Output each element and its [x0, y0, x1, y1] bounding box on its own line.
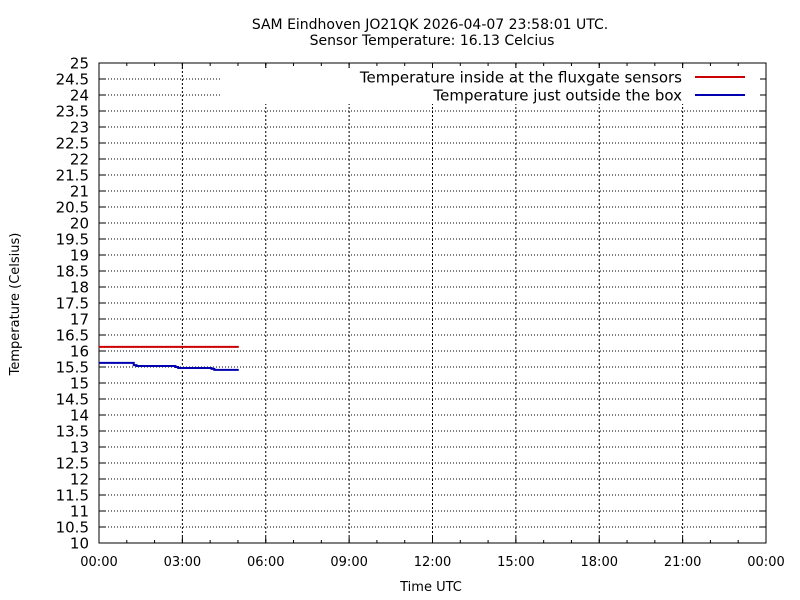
y-tick-label: 18.5: [56, 263, 89, 281]
x-tick-label: 18:00: [581, 555, 618, 570]
y-tick-label: 22: [70, 151, 89, 169]
y-tick-label: 16.5: [56, 327, 89, 345]
x-tick-label: 00:00: [80, 555, 117, 570]
y-tick-label: 19: [70, 247, 89, 265]
y-tick-label: 15: [70, 375, 89, 393]
y-tick-label: 20.5: [56, 199, 89, 217]
y-tick-label: 19.5: [56, 231, 89, 249]
legend-entry-inside: Temperature inside at the fluxgate senso…: [359, 69, 682, 87]
y-tick-label: 14.5: [56, 391, 89, 409]
y-tick-label: 23.5: [56, 103, 89, 121]
y-tick-label: 22.5: [56, 135, 89, 153]
legend: Temperature inside at the fluxgate senso…: [222, 68, 760, 105]
legend-entry-outside: Temperature just outside the box: [433, 87, 683, 105]
x-tick-label: 12:00: [414, 555, 451, 570]
y-tick-label: 15.5: [56, 359, 89, 377]
grid: [99, 63, 766, 543]
series-lines: [99, 345, 239, 371]
axis-ticks: 1010.51111.51212.51313.51414.51515.51616…: [56, 55, 785, 571]
chart-subtitle: Sensor Temperature: 16.13 Celcius: [310, 33, 555, 49]
y-tick-label: 10: [70, 535, 89, 553]
series-line-1: [99, 361, 239, 371]
y-tick-label: 14: [70, 407, 89, 425]
y-tick-label: 20: [70, 215, 89, 233]
y-tick-label: 16: [70, 343, 89, 361]
x-tick-label: 06:00: [247, 555, 284, 570]
x-tick-label: 15:00: [497, 555, 534, 570]
y-tick-label: 17: [70, 311, 89, 329]
legend-background: [222, 68, 760, 104]
y-tick-label: 23: [70, 119, 89, 137]
chart-title: SAM Eindhoven JO21QK 2026-04-07 23:58:01…: [252, 17, 608, 33]
x-tick-label: 09:00: [330, 555, 367, 570]
x-tick-label: 21:00: [664, 555, 701, 570]
y-tick-label: 12.5: [56, 455, 89, 473]
y-tick-label: 10.5: [56, 519, 89, 537]
y-tick-label: 25: [70, 55, 89, 73]
y-tick-label: 21.5: [56, 167, 89, 185]
x-tick-label: 00:00: [747, 555, 784, 570]
x-tick-label: 03:00: [164, 555, 201, 570]
y-tick-label: 11: [70, 503, 89, 521]
y-tick-label: 24.5: [56, 71, 89, 89]
y-tick-label: 13.5: [56, 423, 89, 441]
y-axis-label: Temperature (Celsius): [8, 233, 23, 377]
y-tick-label: 12: [70, 471, 89, 489]
y-tick-label: 11.5: [56, 487, 89, 505]
x-axis-label: Time UTC: [399, 580, 462, 595]
y-tick-label: 24: [70, 87, 89, 105]
y-tick-label: 13: [70, 439, 89, 457]
y-tick-label: 21: [70, 183, 89, 201]
y-tick-label: 18: [70, 279, 89, 297]
y-tick-label: 17.5: [56, 295, 89, 313]
